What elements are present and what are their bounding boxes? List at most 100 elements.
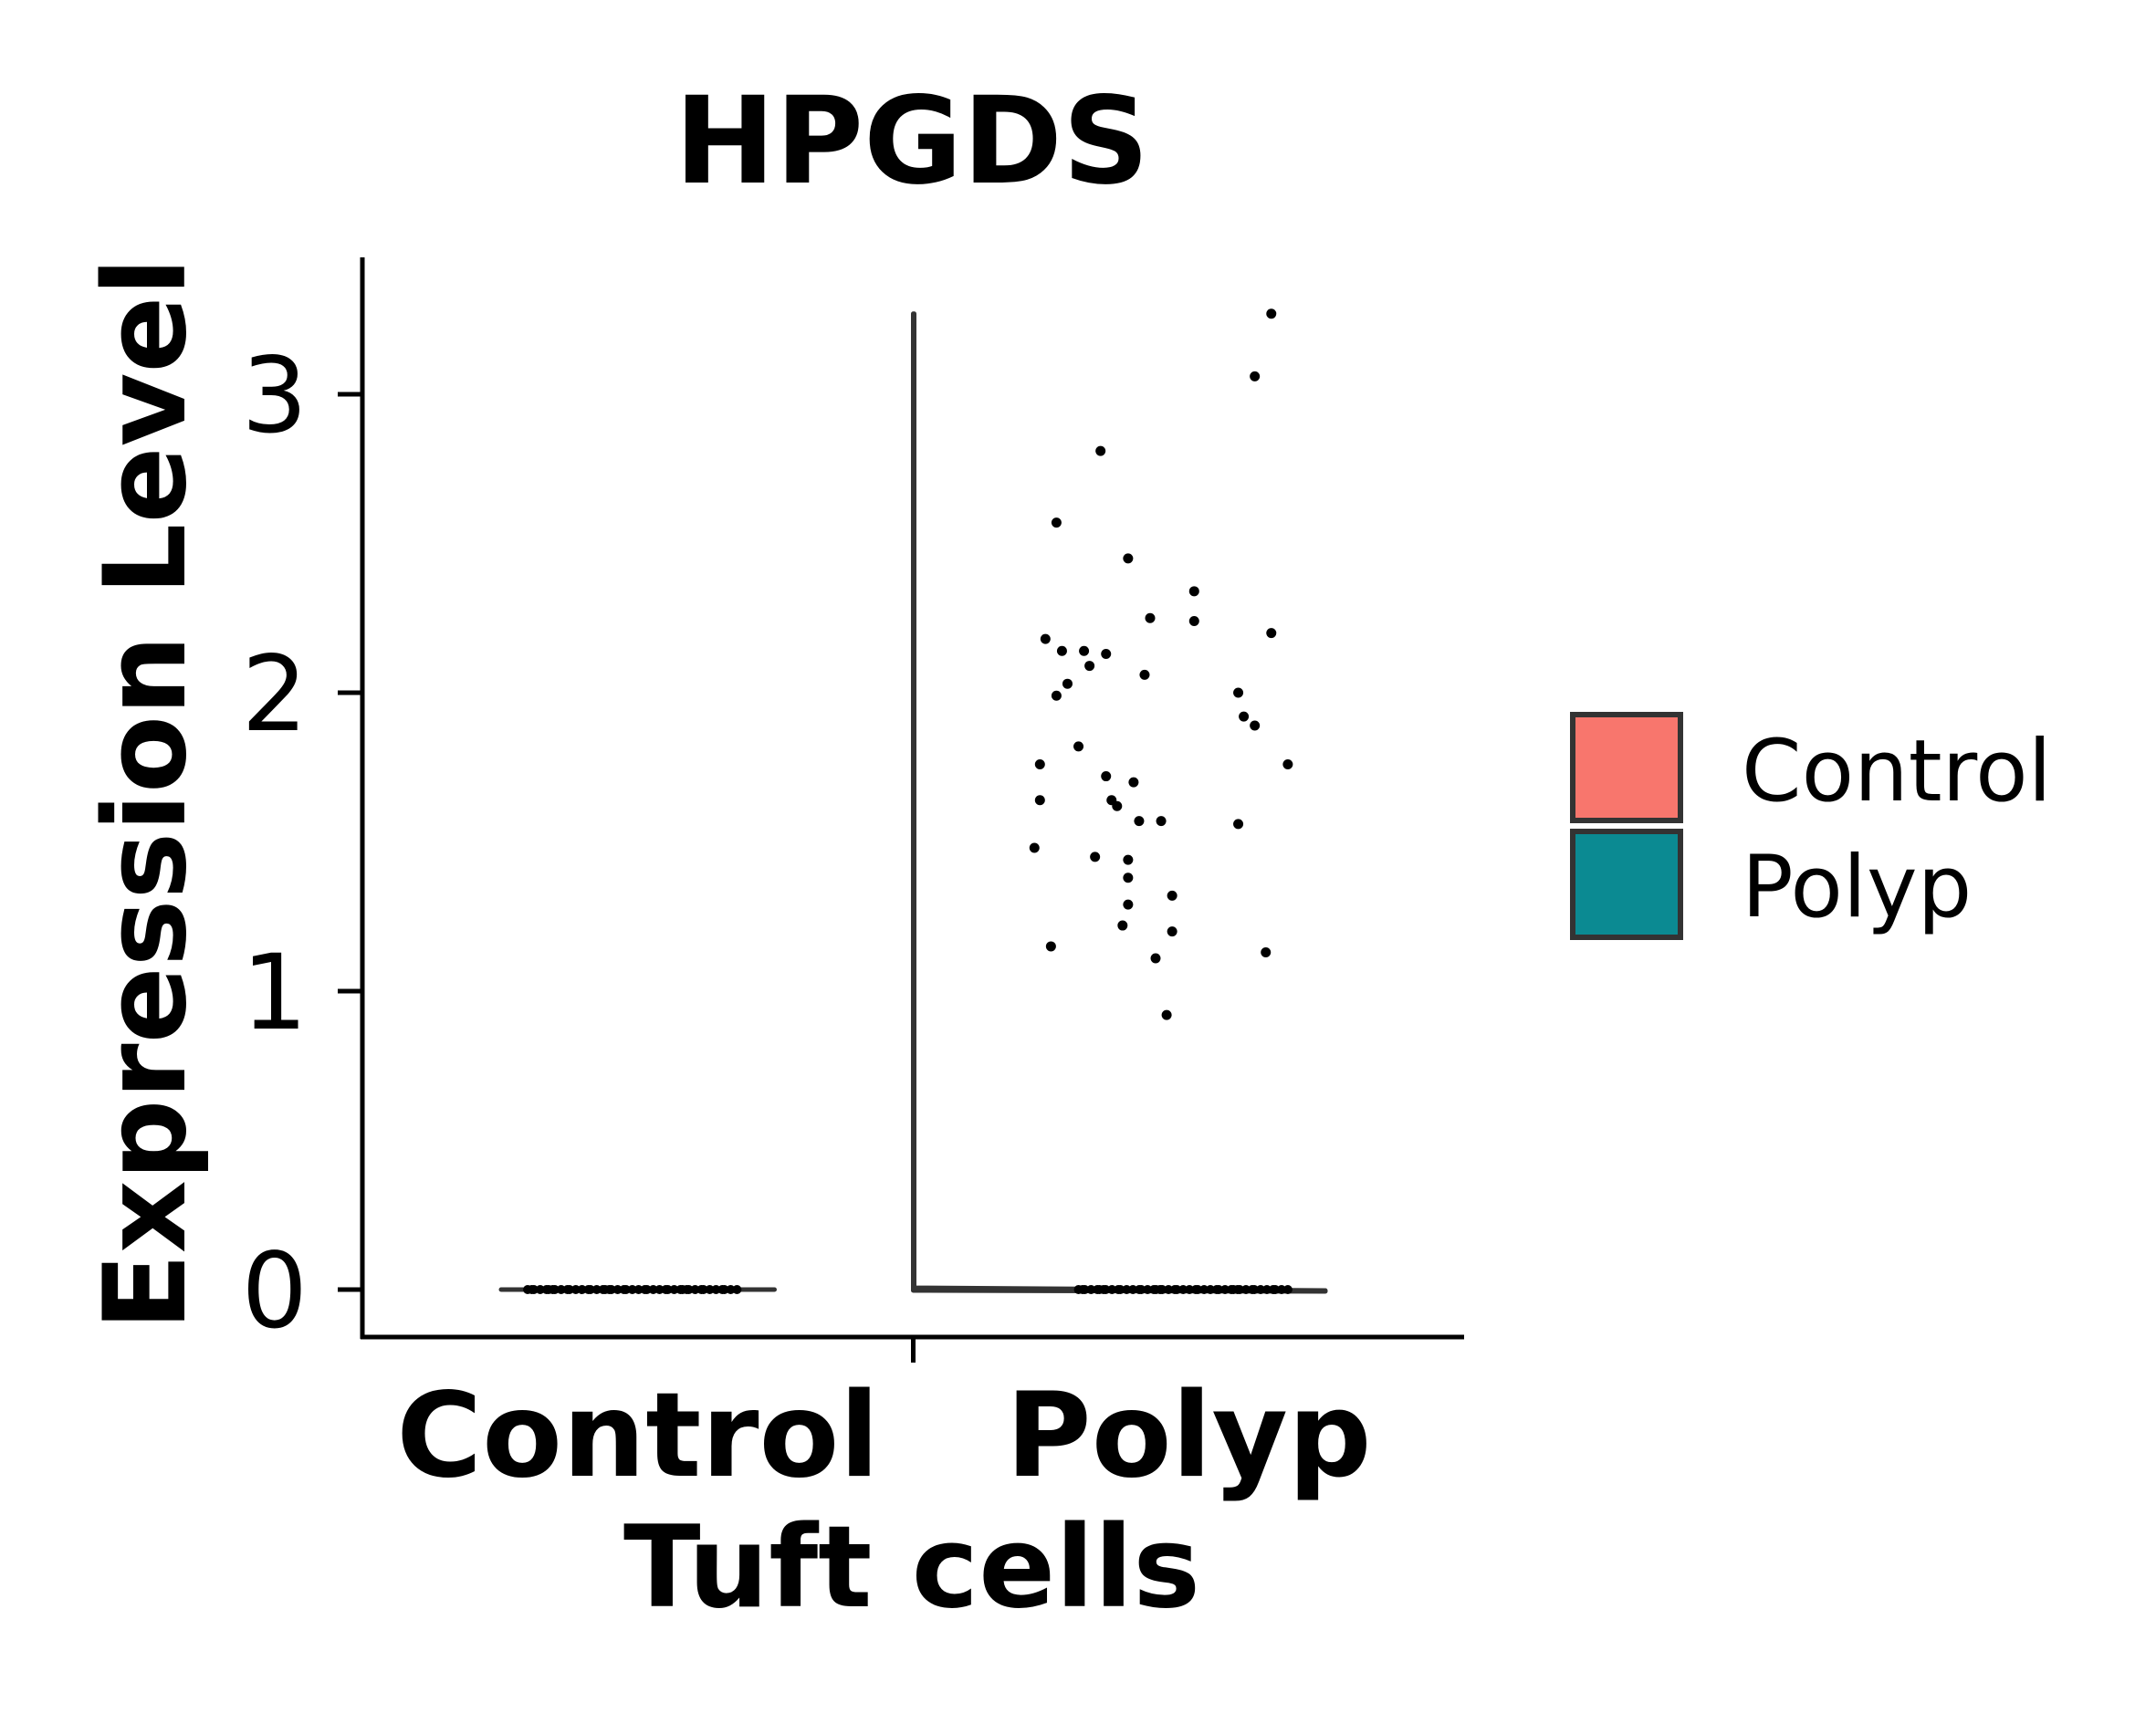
point-polyp-zero [1114, 1285, 1124, 1294]
point-control-zero [705, 1285, 715, 1294]
point-control-zero [726, 1285, 736, 1294]
point-polyp [1062, 678, 1073, 689]
point-polyp [1084, 661, 1095, 672]
point-control-zero [527, 1285, 537, 1294]
point-polyp [1261, 946, 1272, 957]
point-polyp-zero [1086, 1285, 1096, 1294]
point-polyp [1233, 687, 1244, 698]
point-control-zero [541, 1285, 551, 1294]
point-control-zero [598, 1285, 608, 1294]
point-polyp [1073, 741, 1084, 752]
y-tick-label: 1 [241, 932, 308, 1053]
point-polyp-zero [1268, 1285, 1278, 1294]
point-polyp-zero [1256, 1285, 1266, 1294]
point-polyp-zero [1149, 1285, 1159, 1294]
point-polyp-zero [1226, 1285, 1236, 1294]
legend-swatch-control [1570, 712, 1683, 823]
point-control-zero [711, 1285, 721, 1294]
point-polyp-zero [1164, 1285, 1174, 1294]
point-polyp [1150, 953, 1161, 964]
point-polyp [1188, 616, 1199, 627]
point-polyp [1034, 795, 1045, 806]
point-polyp-zero [1190, 1285, 1200, 1294]
point-polyp [1123, 854, 1134, 865]
point-control-zero [654, 1285, 665, 1294]
point-polyp-zero [1135, 1285, 1145, 1294]
point-polyp [1266, 628, 1277, 639]
point-polyp [1029, 842, 1040, 853]
point-polyp-zero [1277, 1285, 1287, 1294]
point-control-zero [669, 1285, 679, 1294]
point-polyp-zero [1232, 1285, 1242, 1294]
point-polyp [1188, 586, 1199, 597]
point-polyp [1123, 553, 1134, 564]
point-control-zero [591, 1285, 602, 1294]
y-tick-label: 3 [241, 335, 308, 456]
point-polyp-zero [1220, 1285, 1230, 1294]
point-polyp [1139, 669, 1150, 680]
chart-title: HPGDS [675, 71, 1149, 212]
point-control-zero [577, 1285, 587, 1294]
point-control-zero [562, 1285, 572, 1294]
point-polyp [1045, 941, 1056, 952]
point-polyp-zero [1206, 1285, 1216, 1294]
point-polyp-zero [1211, 1285, 1221, 1294]
y-axis-label: Expression Level [80, 257, 212, 1331]
point-polyp-zero [1143, 1285, 1153, 1294]
point-polyp [1040, 633, 1051, 644]
point-polyp [1128, 777, 1139, 788]
point-polyp [1134, 816, 1145, 827]
point-control-zero [732, 1285, 742, 1294]
point-polyp-zero [1247, 1285, 1257, 1294]
point-polyp [1250, 371, 1261, 381]
point-polyp-zero [1178, 1285, 1188, 1294]
point-polyp-zero [1282, 1285, 1293, 1294]
point-polyp-zero [1128, 1285, 1138, 1294]
point-control-zero [556, 1285, 566, 1294]
point-polyp-zero [1078, 1285, 1088, 1294]
x-tick-label-control: Control [396, 1368, 879, 1504]
point-polyp [1090, 852, 1101, 862]
point-polyp [1051, 517, 1062, 528]
legend: Control Polyp [1570, 712, 2052, 940]
point-polyp-zero [1107, 1285, 1117, 1294]
legend-swatch-polyp [1570, 829, 1683, 940]
point-polyp [1167, 926, 1177, 937]
point-control-zero [633, 1285, 644, 1294]
y-axis-ticks: 0 1 2 3 [241, 335, 362, 1352]
point-control-zero [661, 1285, 671, 1294]
point-polyp [1117, 920, 1128, 931]
point-control-zero [619, 1285, 629, 1294]
point-control-zero [682, 1285, 692, 1294]
point-polyp-zero [1122, 1285, 1132, 1294]
point-polyp-zero [1170, 1285, 1180, 1294]
point-polyp [1101, 771, 1112, 782]
point-control-zero [648, 1285, 658, 1294]
point-control-zero [696, 1285, 706, 1294]
points-layer [523, 308, 1293, 1294]
point-polyp [1079, 645, 1090, 656]
legend-label-control: Control [1742, 722, 2052, 821]
legend-label-polyp: Polyp [1742, 838, 1972, 937]
point-control-zero [583, 1285, 593, 1294]
point-polyp [1112, 800, 1123, 811]
point-polyp [1167, 890, 1177, 901]
point-polyp-zero [1241, 1285, 1251, 1294]
violins-layer [498, 311, 1328, 1294]
point-polyp [1266, 308, 1277, 319]
point-control-zero [640, 1285, 650, 1294]
point-control-zero [570, 1285, 581, 1294]
x-axis-ticks: Control Polyp [396, 1337, 1372, 1504]
point-polyp [1233, 819, 1244, 830]
point-control-zero [604, 1285, 614, 1294]
point-control-zero [548, 1285, 558, 1294]
point-polyp [1161, 1009, 1172, 1020]
point-polyp [1282, 758, 1293, 769]
point-polyp [1156, 816, 1167, 827]
point-control-zero [717, 1285, 727, 1294]
point-polyp [1101, 648, 1112, 659]
y-tick-label: 0 [241, 1230, 308, 1352]
point-control-zero [675, 1285, 686, 1294]
point-polyp-zero [1155, 1285, 1165, 1294]
